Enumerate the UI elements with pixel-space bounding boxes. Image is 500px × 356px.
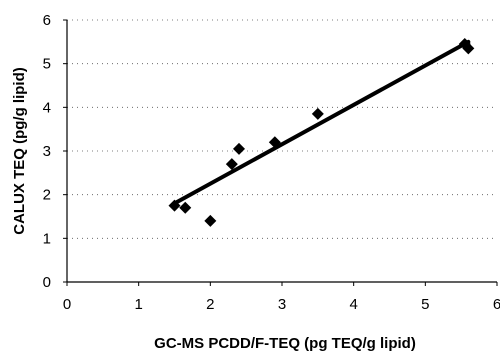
data-point-8 (462, 42, 475, 55)
y-axis-ticks: 0 1 2 3 4 5 6 (43, 12, 67, 291)
y-tick-label-3: 3 (43, 143, 51, 160)
y-tick-label-6: 6 (43, 12, 51, 29)
data-point-0 (168, 199, 181, 212)
data-point-1 (179, 201, 192, 214)
data-points (168, 38, 475, 227)
x-tick-label-2: 2 (206, 296, 214, 313)
data-point-2 (204, 214, 217, 227)
y-axis-title: CALUX TEQ (pg/g lipid) (11, 67, 28, 234)
data-point-4 (233, 142, 245, 155)
x-tick-label-1: 1 (134, 296, 142, 313)
y-tick-label-2: 2 (43, 187, 51, 204)
x-tick-label-4: 4 (349, 296, 357, 313)
data-point-6 (311, 107, 324, 120)
x-tick-label-3: 3 (278, 296, 286, 313)
trendline (172, 39, 471, 206)
x-tick-label-5: 5 (421, 296, 429, 313)
y-tick-label-1: 1 (43, 230, 51, 247)
y-tick-label-4: 4 (43, 99, 51, 116)
data-point-5 (268, 136, 281, 149)
x-tick-label-6: 6 (493, 296, 500, 313)
y-tick-label-5: 5 (43, 56, 51, 73)
trendline-group (172, 39, 471, 206)
gridlines (67, 19, 497, 239)
x-axis-title: GC-MS PCDD/F-TEQ (pg TEQ/g lipid) (154, 335, 416, 352)
data-point-3 (225, 158, 238, 171)
x-tick-label-0: 0 (63, 296, 71, 313)
x-axis-ticks: 0 1 2 3 4 5 6 (63, 282, 500, 313)
y-tick-label-0: 0 (43, 274, 51, 291)
